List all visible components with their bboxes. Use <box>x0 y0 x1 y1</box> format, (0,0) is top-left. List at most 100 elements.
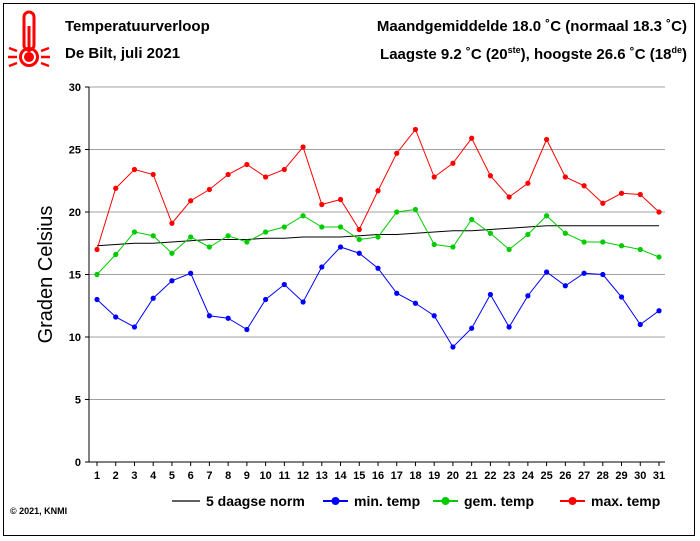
avg-point <box>337 224 344 230</box>
avg-point <box>506 246 512 253</box>
max-point <box>544 136 550 143</box>
min-point <box>356 250 362 256</box>
min-point <box>600 271 606 278</box>
y-axis-label: Graden Celsius <box>35 206 57 344</box>
min-point <box>394 290 400 296</box>
legend-marker-avg <box>441 497 450 505</box>
y-tick-label: 30 <box>69 82 81 94</box>
min-point <box>319 264 325 270</box>
min-point <box>618 294 625 300</box>
y-tick-label: 0 <box>75 457 81 469</box>
x-tick-label: 19 <box>428 470 440 482</box>
min-point <box>506 324 512 330</box>
max-point <box>356 226 362 233</box>
monthly-average-text: Maandgemiddelde 18.0 ˚C (normaal 18.3 ˚C… <box>376 18 687 35</box>
x-tick-label: 12 <box>297 470 309 482</box>
x-tick-label: 7 <box>206 470 212 482</box>
avg-series-line <box>96 208 660 275</box>
legend-label-avg: gem. temp <box>464 493 534 509</box>
min-point <box>244 326 250 333</box>
avg-point <box>412 206 419 213</box>
max-point <box>150 171 156 178</box>
min-point <box>487 291 493 298</box>
max-point <box>618 190 625 196</box>
chart-subtitle: De Bilt, juli 2021 <box>65 45 181 62</box>
min-point <box>188 270 194 276</box>
max-point <box>263 174 269 180</box>
min-point <box>131 324 138 330</box>
max-point <box>469 135 475 141</box>
max-point <box>637 191 643 198</box>
x-tick-label: 2 <box>113 470 119 482</box>
avg-point <box>581 239 587 245</box>
y-tick-label: 20 <box>69 207 81 219</box>
max-point <box>113 185 119 191</box>
avg-point <box>113 251 119 258</box>
y-tick-label: 15 <box>69 270 81 282</box>
avg-point <box>618 243 625 249</box>
avg-point <box>525 231 531 238</box>
x-tick-label: 5 <box>169 470 175 482</box>
legend-label-min: min. temp <box>354 493 420 509</box>
x-tick-label: 27 <box>578 470 590 482</box>
max-point <box>319 201 325 208</box>
chart-title: Temperatuurverloop <box>65 18 210 35</box>
max-point <box>169 220 175 226</box>
x-tick-label: 23 <box>503 470 515 482</box>
x-tick-label: 8 <box>225 470 231 482</box>
max-point <box>450 160 456 166</box>
x-tick-label: 29 <box>615 470 627 482</box>
max-point <box>525 180 531 186</box>
x-tick-label: 10 <box>259 470 271 482</box>
legend-label-norm: 5 daagse norm <box>206 493 305 509</box>
min-point <box>206 313 212 319</box>
min-point <box>525 293 531 299</box>
min-point <box>113 314 119 320</box>
min-point <box>375 265 381 271</box>
y-tick-label: 5 <box>75 395 81 407</box>
y-tick-label: 25 <box>69 145 81 157</box>
x-tick-label: 16 <box>372 470 384 482</box>
y-tick-label: 10 <box>69 332 81 344</box>
max-point <box>600 200 606 206</box>
x-tick-label: 14 <box>334 470 347 482</box>
x-tick-label: 3 <box>131 470 137 482</box>
x-tick-label: 26 <box>559 470 571 482</box>
legend-marker-max <box>568 497 577 505</box>
avg-point <box>300 213 306 219</box>
avg-point <box>169 250 175 256</box>
avg-point <box>450 244 456 250</box>
x-tick-label: 25 <box>540 470 552 482</box>
avg-point <box>94 271 100 278</box>
avg-point <box>469 216 475 223</box>
avg-point <box>150 233 156 239</box>
max-point <box>300 144 306 150</box>
avg-point <box>206 244 212 250</box>
avg-point <box>244 239 250 245</box>
max-point <box>431 174 437 180</box>
legend-marker-min <box>331 497 340 505</box>
avg-point <box>263 229 269 235</box>
max-point <box>562 174 568 180</box>
min-series-line <box>96 246 660 348</box>
avg-point <box>544 213 550 219</box>
chart-frame <box>3 3 695 536</box>
x-tick-label: 9 <box>244 470 250 482</box>
avg-point <box>637 246 643 253</box>
avg-point <box>131 229 138 235</box>
min-point <box>281 281 287 288</box>
x-tick-label: 18 <box>409 470 421 482</box>
avg-point <box>656 254 662 260</box>
thermometer-icon <box>8 10 50 68</box>
max-point <box>487 173 493 179</box>
min-point <box>263 296 269 303</box>
avg-point <box>600 239 606 245</box>
avg-point <box>225 233 231 239</box>
max-point <box>394 150 400 156</box>
min-point <box>337 244 344 250</box>
max-point <box>281 166 287 173</box>
min-point <box>94 296 100 303</box>
avg-point <box>356 236 362 243</box>
min-point <box>412 300 419 306</box>
x-tick-label: 28 <box>597 470 609 482</box>
